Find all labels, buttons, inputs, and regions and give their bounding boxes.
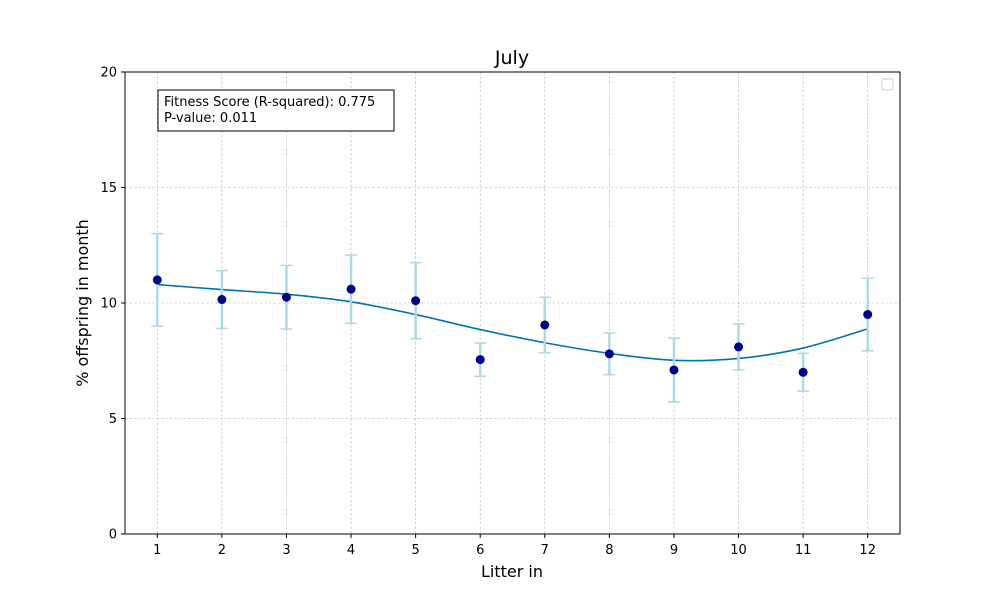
data-point — [798, 367, 808, 377]
x-tick-label: 9 — [670, 543, 678, 558]
x-tick-label: 4 — [347, 543, 355, 558]
x-tick-label: 1 — [153, 543, 161, 558]
data-point — [217, 295, 227, 305]
data-point — [669, 365, 679, 375]
data-point — [604, 349, 614, 359]
fit-curve — [157, 283, 868, 362]
data-points — [152, 275, 873, 377]
stats-p-value: P-value: 0.011 — [164, 111, 257, 126]
x-tick-label: 5 — [411, 543, 419, 558]
y-axis-ticks: 0 5 10 15 20 — [100, 66, 125, 543]
y-tick-label: 20 — [100, 66, 117, 81]
stats-r-squared: Fitness Score (R-squared): 0.775 — [164, 95, 375, 110]
data-point — [346, 284, 356, 294]
x-tick-label: 7 — [541, 543, 549, 558]
x-tick-label: 11 — [795, 543, 812, 558]
y-axis-label: % offspring in month — [73, 219, 92, 387]
chart-title: July — [494, 47, 529, 69]
data-point — [152, 275, 162, 285]
legend-box — [881, 78, 894, 91]
x-tick-label: 8 — [605, 543, 613, 558]
stats-annotation: Fitness Score (R-squared): 0.775 P-value… — [157, 89, 395, 132]
data-point — [734, 342, 744, 352]
stats-box — [157, 89, 395, 132]
data-point — [411, 296, 421, 306]
y-tick-label: 5 — [109, 412, 117, 427]
x-tick-label: 12 — [859, 543, 876, 558]
x-tick-label: 2 — [218, 543, 226, 558]
y-tick-label: 10 — [100, 297, 117, 312]
data-point — [863, 310, 873, 320]
y-tick-label: 0 — [109, 528, 117, 543]
x-tick-label: 6 — [476, 543, 484, 558]
x-axis-label: Litter in — [481, 562, 543, 581]
data-point — [475, 355, 485, 365]
fit-line — [157, 283, 868, 362]
x-axis-ticks: 1 2 3 4 5 6 7 8 9 10 11 12 — [153, 534, 876, 558]
data-point — [540, 320, 550, 330]
x-tick-label: 10 — [730, 543, 747, 558]
y-tick-label: 15 — [100, 181, 117, 196]
x-tick-label: 3 — [282, 543, 290, 558]
data-point — [281, 292, 291, 302]
